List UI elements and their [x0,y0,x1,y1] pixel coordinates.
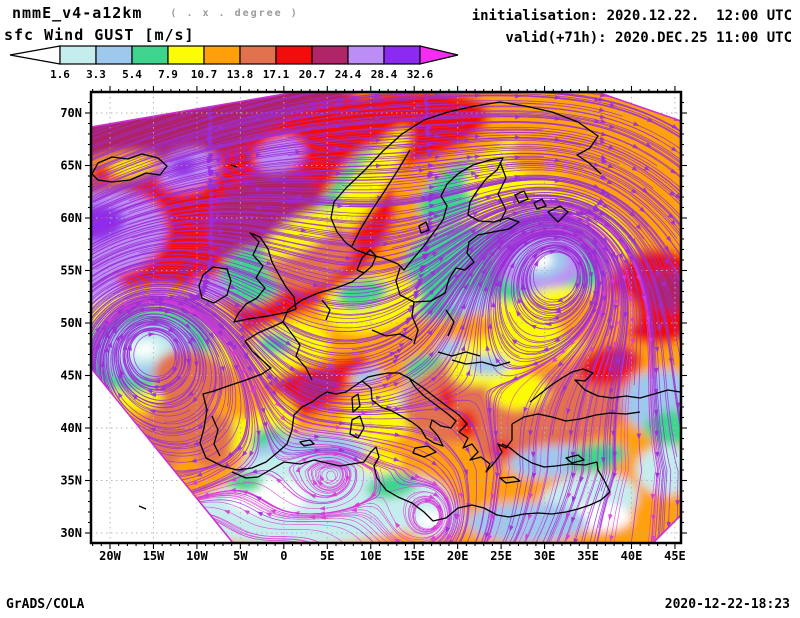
colorbar-level-label: 1.6 [50,68,70,81]
colorbar-level-label: 13.8 [227,68,254,81]
run-info: initialisation: 2020.12.22. 12:00 UTC val… [472,5,792,49]
colorbar-boxes [9,45,459,65]
lon-label: 30E [534,549,556,563]
domain-boundary [90,91,682,544]
model-name: nmmE_v4-a12km [12,4,143,22]
lon-label: 45E [664,549,686,563]
lat-label: 45N [60,369,82,383]
lat-label: 65N [60,159,82,173]
lat-label: 50N [60,316,82,330]
lon-label: 20E [447,549,469,563]
model-title-line: nmmE_v4-a12km ( . x . degree ) [12,4,299,22]
colorbar: 1.6 3.3 5.4 7.9 10.7 13.8 17.1 20.7 24.4 28.4 32.6 [9,45,459,81]
lat-label: 60N [60,211,82,225]
initialisation-time: initialisation: 2020.12.22. 12:00 UTC [471,8,792,24]
map-frame [89,90,683,545]
lon-label: 5E [320,549,334,563]
colorbar-level-label: 20.7 [299,68,326,81]
axis-ticks [85,86,687,549]
lon-label: 40E [621,549,643,563]
colorbar-level-label: 28.4 [371,68,398,81]
colorbar-level-label: 5.4 [122,68,142,81]
grid-resolution-note: ( . x . degree ) [170,8,299,19]
axis-labels: 70N 65N 60N 55N 50N 45N 40N 35N 30N 20W 15W 10W 5W 0 5… [60,106,685,563]
lat-label: 40N [60,421,82,435]
field-title: sfc Wind GUST [m/s] [4,26,195,44]
lat-label: 55N [60,264,82,278]
lon-label: 10E [360,549,382,563]
lon-label: 15W [143,549,165,563]
colorbar-level-label: 7.9 [158,68,178,81]
lat-label: 30N [60,526,82,540]
grads-credit: GrADS/COLA [6,597,85,612]
lon-label: 0 [280,549,287,563]
coastlines [91,101,681,522]
colorbar-level-label: 32.6 [407,68,434,81]
lon-label: 35E [577,549,599,563]
lon-label: 10W [186,549,208,563]
lon-label: 20W [99,549,121,563]
colorbar-over-arrow [419,45,459,65]
colorbar-level-label: 10.7 [191,68,218,81]
colorbar-level-label: 17.1 [263,68,290,81]
lon-label: 15E [403,549,425,563]
lon-label: 5W [233,549,248,563]
colorbar-level-label: 3.3 [86,68,106,81]
valid-time: valid(+71h): 2020.DEC.25 11:00 UTC [505,30,792,46]
lat-label: 70N [60,106,82,120]
lat-label: 35N [60,474,82,488]
creation-timestamp: 2020-12-22-18:23 [664,597,790,612]
colorbar-level-label: 24.4 [335,68,362,81]
lon-label: 25E [490,549,512,563]
